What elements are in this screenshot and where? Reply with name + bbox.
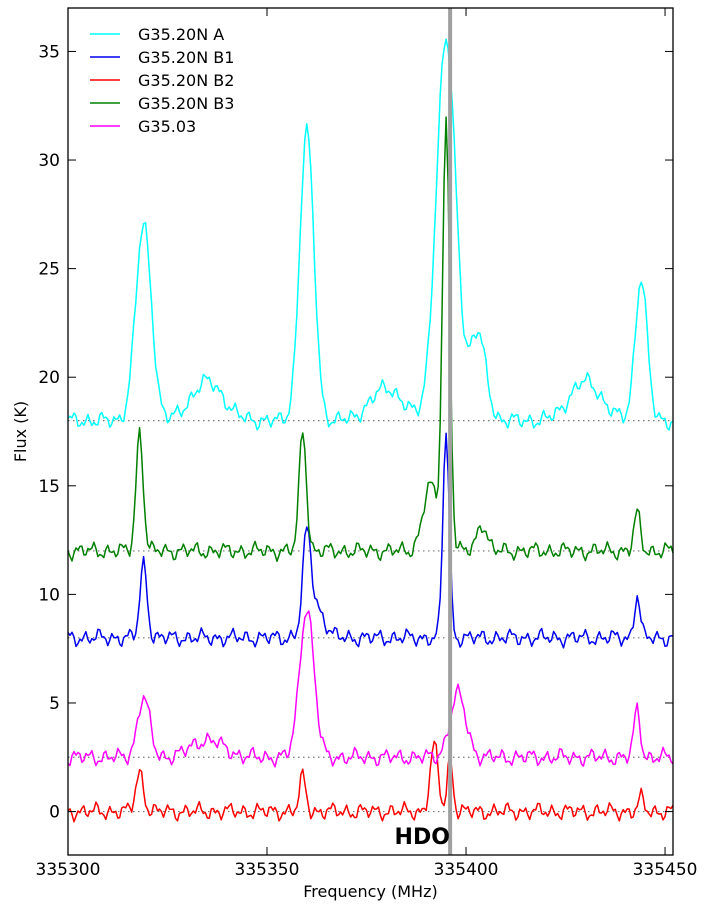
series-line-g35-03 [67, 610, 674, 768]
series-line-g35-20n-b2 [67, 740, 674, 823]
y-axis-label: Flux (K) [11, 401, 30, 462]
legend-label: G35.20N B3 [138, 94, 234, 113]
y-tick-label-20: 20 [38, 368, 60, 388]
y-tick-label-0: 0 [49, 803, 60, 823]
baselines [68, 420, 673, 813]
x-tick-label-335300: 335300 [36, 860, 101, 880]
plot-area-frame [67, 7, 674, 856]
series-line-g35-20n-a [67, 38, 674, 431]
x-tick-label-335350: 335350 [235, 860, 300, 880]
legend-label: G35.03 [138, 117, 196, 136]
legend: G35.20N A G35.20N B1 G35.20N B2 G35.20N B3 G… [90, 25, 234, 136]
legend-label: G35.20N A [138, 25, 224, 44]
y-tick-label-5: 5 [49, 694, 60, 714]
axis-ticks: 335300 335350 335400 335450 0 5 10 15 20 25 30 35 [36, 8, 698, 880]
y-tick-label-30: 30 [38, 151, 60, 171]
y-tick-label-35: 35 [38, 42, 60, 62]
x-tick-label-335450: 335450 [633, 860, 698, 880]
legend-label: G35.20N B2 [138, 71, 234, 90]
legend-label: G35.20N B1 [138, 48, 234, 67]
x-tick-label-335400: 335400 [434, 860, 499, 880]
series-line-g35-20n-b3 [67, 116, 674, 563]
series-line-g35-20n-b1 [67, 432, 674, 649]
y-tick-label-15: 15 [38, 477, 60, 497]
x-axis-label: Frequency (MHz) [303, 882, 437, 901]
y-tick-label-25: 25 [38, 260, 60, 280]
hdo-annotation: HDO [395, 825, 450, 850]
y-tick-label-10: 10 [38, 585, 60, 605]
series-layer [67, 38, 674, 823]
